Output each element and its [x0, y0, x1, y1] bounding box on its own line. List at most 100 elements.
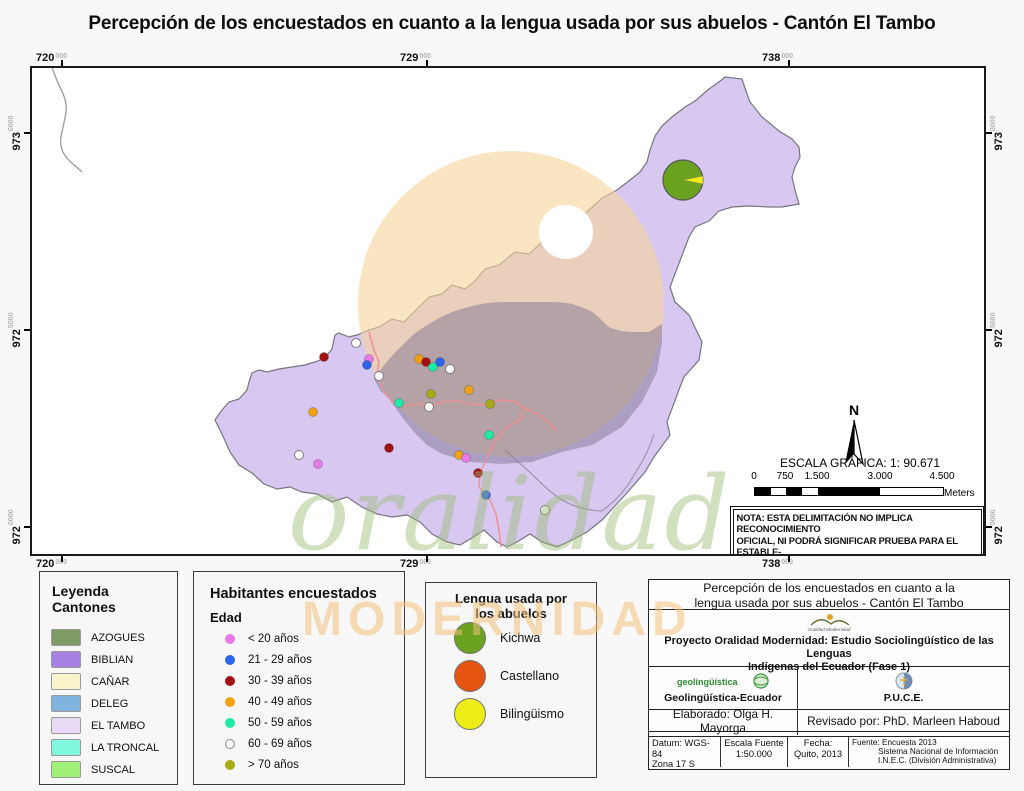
age-legend-row: 21 - 29 años: [225, 654, 312, 666]
age-dot: [225, 676, 235, 686]
grid-label-left: 972 5000: [8, 312, 23, 348]
info-title-line: Percepción de los encuestados en cuanto …: [703, 581, 955, 595]
canton-legend-row: DELEG: [51, 695, 128, 712]
page-title: Percepción de los encuestados en cuanto …: [88, 13, 936, 34]
info-title-line: lengua usada por sus abuelos - Cantón El…: [694, 595, 964, 610]
canton-swatch: [51, 761, 81, 778]
legend-habitantes-box: Habitantes encuestados Edad < 20 años 21…: [193, 571, 405, 785]
canton-legend-row: BIBLIAN: [51, 651, 133, 668]
scalebar-unit: Meters: [944, 488, 975, 499]
scalebar-tick-label: 750: [776, 471, 794, 482]
canton-legend-row: AZOGUES: [51, 629, 145, 646]
canton-swatch: [51, 651, 81, 668]
age-dot: [225, 739, 235, 749]
org-left-label: Geolingüística-Ecuador: [664, 691, 782, 704]
canton-swatch: [51, 629, 81, 646]
north-arrow-label: N: [848, 402, 860, 418]
age-label: 21 - 29 años: [248, 654, 312, 666]
grid-tick: [24, 132, 30, 134]
canton-label: CAÑAR: [91, 675, 130, 688]
grid-tick: [61, 60, 63, 66]
age-dot: [225, 760, 235, 770]
survey-dot-60-69: [445, 364, 455, 374]
legend-lengua-box: Lengua usada por los abuelos Kichwa Cast…: [425, 582, 597, 778]
legend-cantones-title: Leyenda: [52, 583, 109, 599]
survey-dot-21-29: [362, 360, 372, 370]
survey-dot-30-39: [384, 443, 394, 453]
grid-tick: [986, 329, 992, 331]
fecha-cell: Fecha: Quito, 2013: [788, 737, 849, 767]
lengua-label: Kichwa: [500, 631, 541, 645]
scalebar-tick-label: 4.500: [929, 471, 955, 482]
grid-tick: [426, 60, 428, 66]
age-label: > 70 años: [248, 759, 299, 771]
map-svg: [51, 68, 801, 548]
age-dot: [225, 718, 235, 728]
survey-dot-40-49: [308, 407, 318, 417]
lengua-legend-row: Castellano: [454, 660, 559, 692]
elaborado-text: Elaborado: Olga H. Mayorga: [649, 706, 798, 735]
map-info-box: Percepción de los encuestados en cuanto …: [648, 579, 1010, 770]
grid-label-top: 738000: [762, 52, 794, 64]
survey-dot-21-29: [481, 490, 491, 500]
grid-tick: [24, 329, 30, 331]
survey-dot-lt20: [313, 459, 323, 469]
age-label: < 20 años: [248, 633, 299, 645]
parish-boundary-line: [504, 433, 655, 512]
scale-ratio-text: ESCALA GRÁFICA: 1: 90.671: [779, 456, 941, 470]
lengua-circle: [454, 660, 486, 692]
survey-dots-layer: [294, 338, 550, 515]
oralidad-modernidad-logo: Oralidad Modernidad: [808, 614, 851, 632]
grid-label-bottom: 729000: [400, 558, 432, 570]
grid-label-left: 973 0000: [8, 115, 23, 151]
grid-label-bottom: 738000: [762, 558, 794, 570]
survey-dot-30-39: [319, 352, 329, 362]
survey-dot-50-59: [394, 398, 404, 408]
canton-legend-row: CAÑAR: [51, 673, 130, 690]
survey-dot-60-69: [540, 505, 550, 515]
grid-label-right: 973 0000: [990, 115, 1005, 151]
lengua-circle: [454, 622, 486, 654]
survey-dot-60-69: [424, 402, 434, 412]
lengua-legend-row: Kichwa: [454, 622, 540, 654]
datum-cell: Datum: WGS-84 Zona 17 S: [649, 737, 721, 769]
legend-lengua-title: los abuelos: [475, 606, 547, 621]
legend-cantones-box: Leyenda Cantones AZOGUES BIBLIAN CAÑAR D…: [39, 571, 178, 785]
watermark-sun: [539, 205, 593, 259]
canton-legend-row: LA TRONCAL: [51, 739, 159, 756]
scalebar-tick-label: 1.500: [804, 471, 830, 482]
survey-dot-30-39: [473, 468, 483, 478]
lengua-label: Castellano: [500, 669, 560, 683]
survey-dot-gt70: [426, 389, 436, 399]
revisado-text: Revisado por: PhD. Marleen Haboud: [807, 713, 1000, 728]
map-canvas: N ESCALA GRÁFICA: 1: 90.671 0 750 1.500 …: [30, 66, 986, 556]
geolinguistica-logo: geolingüística: [677, 672, 769, 689]
survey-dot-gt70: [485, 399, 495, 409]
survey-dot-40-49: [464, 385, 474, 395]
nota-box: NOTA: ESTA DELIMITACIÓN NO IMPLICA RECON…: [730, 506, 984, 554]
scalebar-tick-label: 3.000: [867, 471, 893, 482]
age-legend-row: 30 - 39 años: [225, 675, 312, 687]
canton-swatch: [51, 717, 81, 734]
grid-tick: [24, 526, 30, 528]
canton-label: DELEG: [91, 697, 129, 710]
age-legend-row: < 20 años: [225, 633, 299, 645]
age-label: 30 - 39 años: [248, 675, 312, 687]
fuente-cell: Fuente: Encuesta 2013 Sistema Nacional d…: [852, 738, 999, 766]
road-spur-line: [523, 407, 557, 431]
age-legend-row: 50 - 59 años: [225, 717, 312, 729]
age-dot: [225, 655, 235, 665]
survey-dot-60-69: [294, 450, 304, 460]
grid-tick: [61, 556, 63, 562]
scalebar-bar: [754, 487, 944, 496]
canton-label: AZOGUES: [91, 631, 145, 644]
lengua-circle: [454, 698, 486, 730]
org-right-label: P.U.C.E.: [883, 692, 924, 704]
svg-text:Oralidad Modernidad: Oralidad Modernidad: [808, 627, 851, 632]
age-dot: [225, 634, 235, 644]
grid-label-right: 972 5000: [990, 312, 1005, 348]
scalebar-tick-label: 0: [751, 471, 757, 482]
grid-label-bottom: 720000: [36, 558, 68, 570]
scalebar: 0 750 1.500 3.000 4.500 Meters: [744, 471, 974, 505]
grid-tick: [986, 132, 992, 134]
